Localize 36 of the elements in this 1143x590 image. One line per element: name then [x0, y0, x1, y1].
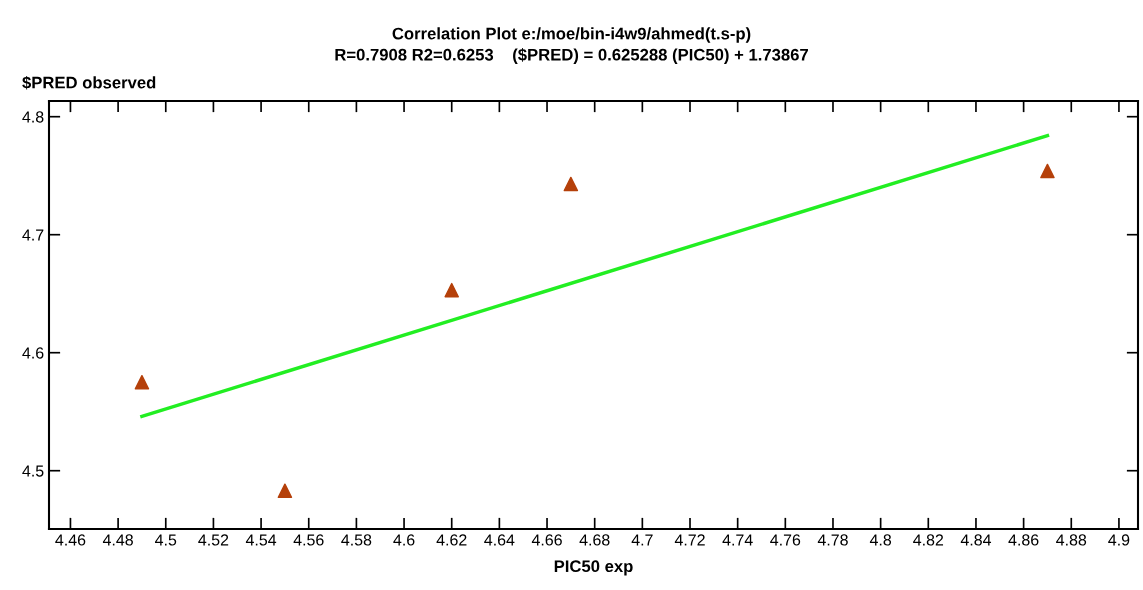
x-tick-label: 4.54: [245, 534, 277, 546]
x-tick-label: 4.88: [1056, 534, 1087, 546]
point: [563, 176, 579, 192]
x-tick-label: 4.68: [579, 534, 610, 546]
y-tick-label: 4.5: [22, 465, 44, 477]
point: [134, 374, 150, 390]
x-tick-label: 4.66: [531, 534, 562, 546]
x-tick-label: 4.6: [393, 534, 415, 546]
x-tick-label: 4.76: [770, 534, 801, 546]
point: [1040, 163, 1055, 179]
point: [444, 282, 459, 298]
x-tick-label: 4.58: [341, 534, 372, 546]
x-tick-label: 4.62: [436, 534, 467, 546]
y-tick-label: 4.7: [22, 229, 44, 241]
point: [277, 483, 293, 499]
x-tick-label: 4.82: [913, 534, 944, 546]
x-tick-label: 4.46: [55, 534, 86, 546]
x-axis-title: PIC50 exp: [554, 560, 633, 576]
x-tick-label: 4.86: [1008, 534, 1039, 546]
y-tick-label: 4.6: [22, 347, 44, 359]
chart-subtitle: R=0.7908 R2=0.6253 ($PRED) = 0.625288 (PIC50) + 1.73867: [335, 48, 808, 64]
y-axis-title: $PRED observed: [22, 75, 156, 90]
x-tick-label: 4.74: [722, 534, 753, 546]
y-tick-label: 4.8: [22, 111, 44, 123]
x-tick-label: 4.52: [198, 534, 229, 546]
x-tick-label: 4.64: [484, 534, 515, 546]
x-tick-label: 4.78: [817, 534, 848, 546]
x-tick-label: 4.8: [869, 534, 892, 546]
x-tick-label: 4.48: [102, 534, 133, 546]
x-tick-label: 4.5: [155, 534, 177, 546]
x-tick-label: 4.56: [293, 534, 324, 546]
x-tick-label: 4.84: [960, 534, 992, 546]
x-tick-label: 4.72: [674, 534, 705, 546]
chart-title: Correlation Plot e:/moe/bin-i4w9/ahmed(t.s-p): [392, 27, 751, 43]
x-tick-label: 4.7: [631, 534, 653, 546]
x-tick-label: 4.9: [1108, 534, 1130, 546]
